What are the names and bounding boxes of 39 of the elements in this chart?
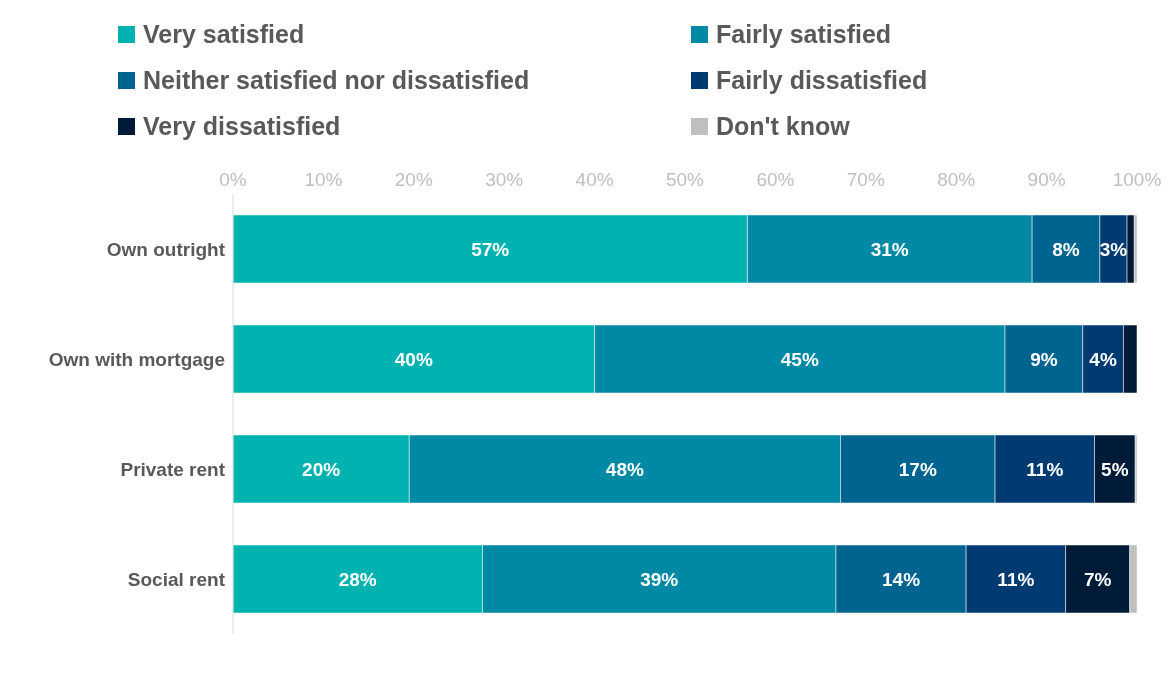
data-label: 9% — [1030, 349, 1058, 370]
data-label: 3% — [1099, 239, 1128, 260]
legend-label: Fairly satisfied — [716, 19, 892, 49]
x-tick-label: 90% — [1027, 169, 1066, 190]
x-tick-label: 30% — [485, 169, 524, 190]
data-label: 11% — [1026, 459, 1064, 480]
x-tick-label: 70% — [846, 169, 885, 190]
data-label: 48% — [605, 459, 644, 480]
legend-label: Fairly dissatisfied — [716, 65, 928, 95]
data-label: 14% — [882, 569, 921, 590]
data-label: 39% — [640, 569, 679, 590]
x-tick-label: 80% — [937, 169, 976, 190]
data-label: 17% — [898, 459, 937, 480]
data-label: 7% — [1083, 569, 1112, 590]
data-label: 4% — [1089, 349, 1117, 370]
y-tick-label: Social rent — [127, 568, 226, 590]
x-tick-label: 0% — [219, 169, 247, 190]
legend-label: Very satisfied — [143, 19, 305, 49]
data-label: 45% — [780, 349, 819, 370]
data-label: 40% — [394, 349, 433, 370]
x-tick-label: 60% — [756, 169, 795, 190]
y-tick-label: Own with mortgage — [48, 348, 225, 370]
legend-label: Neither satisfied nor dissatisfied — [143, 65, 530, 95]
data-label: 11% — [997, 569, 1035, 590]
y-tick-label: Own outright — [106, 238, 226, 260]
data-label: 20% — [302, 459, 341, 480]
y-tick-label: Private rent — [120, 458, 226, 480]
data-label: 57% — [471, 239, 510, 260]
data-label: 5% — [1101, 459, 1129, 480]
x-tick-label: 50% — [665, 169, 705, 190]
x-tick-label: 40% — [575, 169, 614, 190]
legend-label: Don't know — [716, 111, 850, 141]
data-label: 28% — [338, 569, 377, 590]
data-label: 31% — [870, 239, 909, 260]
data-label: 8% — [1052, 239, 1080, 260]
x-tick-label: 20% — [394, 169, 433, 190]
x-tick-label: 10% — [304, 169, 343, 190]
legend-label: Very dissatisfied — [143, 111, 341, 141]
x-tick-label: 100% — [1112, 169, 1162, 190]
